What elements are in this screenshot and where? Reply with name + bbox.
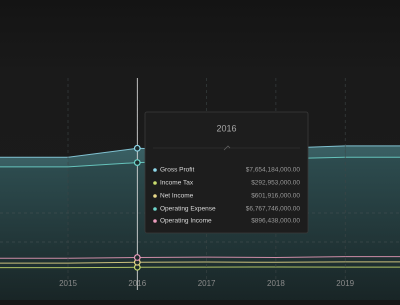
- hover-marker: [133, 254, 141, 261]
- series-line: [67, 266, 346, 269]
- legend-label: Gross Profit: [160, 167, 195, 174]
- hover-marker: [133, 159, 141, 166]
- area-extension: [0, 166, 68, 300]
- tooltip-value: $6,767,746,000.00: [246, 206, 301, 213]
- legend-swatch: [153, 181, 157, 185]
- x-tick-label: 2019: [336, 279, 354, 288]
- legend-label: Net Income: [160, 193, 194, 200]
- legend-label: Operating Income: [160, 218, 212, 225]
- legend-label: Income Tax: [160, 180, 194, 187]
- tooltip-value: $601,916,000.00: [251, 193, 300, 200]
- legend-swatch: [153, 219, 157, 223]
- tooltip-value: $7,654,184,000.00: [246, 167, 301, 174]
- markers: [133, 78, 141, 290]
- hover-marker: [133, 144, 141, 152]
- area-extension: [345, 157, 400, 300]
- legend-swatch: [153, 194, 157, 198]
- legend-swatch: [153, 207, 157, 211]
- tooltip-caret: [223, 145, 231, 151]
- x-tick-label: 2018: [267, 279, 285, 288]
- series-line: [67, 261, 346, 264]
- tooltip: 2016 Gross Profit $7,654,184,000.00 Income…: [144, 111, 309, 234]
- x-tick-label: 2017: [198, 279, 216, 288]
- tooltip-value: $292,953,000.00: [251, 180, 300, 187]
- legend-label: Operating Expense: [160, 206, 216, 213]
- tooltip-value: $896,438,000.00: [251, 218, 300, 225]
- x-tick-label: 2015: [59, 279, 77, 288]
- series-line: [67, 256, 346, 259]
- tooltip-title: 2016: [216, 123, 236, 133]
- tooltip-box: [144, 111, 309, 234]
- legend-swatch: [153, 168, 157, 172]
